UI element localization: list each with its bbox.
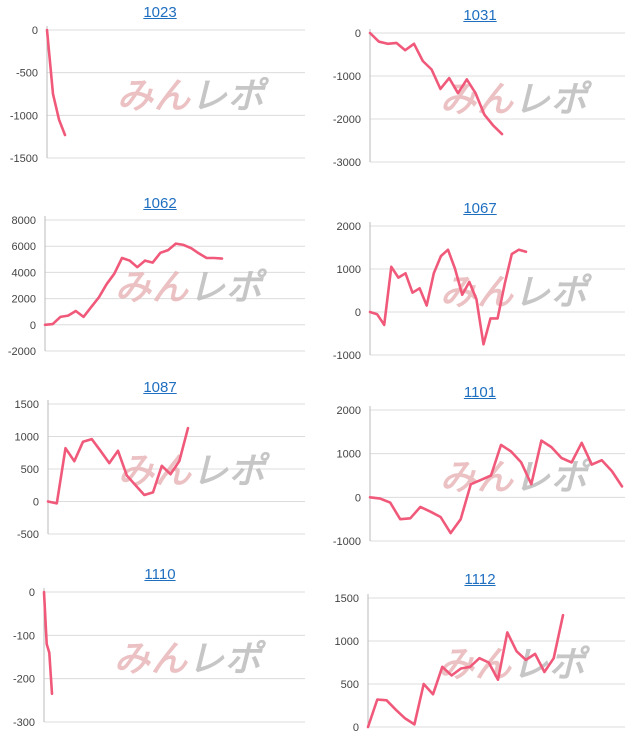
y-tick-label: -500 [17,529,39,541]
series-line [366,613,565,729]
line-chart: 8000 6000 4000 2000 0 -2000 みんレポ [8,215,305,358]
chart-title-link[interactable]: 1062 [143,195,177,212]
chart-title-link[interactable]: 1067 [463,200,497,217]
y-tick-label: 4000 [12,267,36,279]
y-tick-label: 500 [341,679,359,691]
line-chart: 2000 1000 0 -1000 みんレポ [333,405,625,548]
chart-title-link[interactable]: 1031 [463,7,497,24]
line-chart: 0 -1000 -2000 -3000 みんレポ [333,28,625,169]
y-tick-label: -2000 [8,346,36,358]
chart-title-link[interactable]: 1023 [143,4,177,21]
chart-title-link[interactable]: 1087 [143,379,177,396]
y-tick-label: 0 [355,28,361,40]
y-tick-label: -1000 [333,350,361,362]
chart-panel-1062: 1062 8000 6000 4000 2000 0 -2000 みんレポ [0,185,320,370]
y-tick-label: 1000 [15,432,39,444]
y-tick-label: 2000 [337,221,361,233]
watermark-logo: みんレポ [440,80,593,121]
series-line [368,248,528,346]
chart-panel-1101: 1101 2000 1000 0 -1000 みんレポ [320,370,640,555]
watermark-logo: みんレポ [438,645,591,686]
series-line [42,590,54,696]
y-tick-label: 2000 [337,405,361,417]
y-tick-label: -1000 [333,536,361,548]
y-tick-label: 2000 [12,294,36,306]
y-tick-label: 1500 [15,399,39,411]
watermark-logo: みんレポ [440,458,593,499]
chart-panel-1087: 1087 1500 1000 500 0 -500 みんレポ [0,370,320,555]
series-line [43,242,224,327]
y-tick-label: 500 [21,464,39,476]
y-tick-label: -1000 [10,110,38,122]
line-chart: 0 -100 -200 -300 みんレポ [13,587,305,729]
y-tick-label: -500 [16,68,38,80]
y-tick-label: 0 [355,492,361,504]
y-tick-label: 1000 [337,264,361,276]
line-chart: 0 -500 -1000 -1500 みんレポ [10,25,305,165]
watermark-logo: みんレポ [114,639,267,680]
y-tick-label: 0 [355,307,361,319]
chart-title-link[interactable]: 1101 [463,384,497,401]
y-tick-label: 0 [353,722,359,734]
line-chart: 1500 1000 500 0 みんレポ [335,593,625,734]
chart-panel-1031: 1031 0 -1000 -2000 -3000 みんレポ [320,0,640,185]
watermark-logo: みんレポ [118,451,271,492]
watermark-logo: みんレポ [115,268,268,309]
y-tick-label: 0 [30,320,36,332]
y-tick-label: 0 [33,497,39,509]
chart-title-link[interactable]: 1112 [464,571,496,588]
y-tick-label: 1000 [337,449,361,461]
chart-panel-1023: 1023 0 -500 -1000 -1500 みんレポ [0,0,320,185]
chart-panel-1067: 1067 2000 1000 0 -1000 みんレポ [320,185,640,370]
y-tick-label: 0 [32,25,38,37]
watermark-logo: みんレポ [117,76,270,117]
series-line [368,439,624,535]
y-tick-label: -3000 [333,157,361,169]
y-tick-label: -2000 [333,114,361,126]
y-tick-label: -300 [13,717,35,729]
y-tick-label: 6000 [12,241,36,253]
y-tick-label: 8000 [12,215,36,227]
y-tick-label: -1500 [10,153,38,165]
y-tick-label: 0 [29,587,35,599]
line-chart: 1500 1000 500 0 -500 みんレポ [15,399,305,541]
series-line [45,28,67,137]
y-tick-label: -100 [13,630,35,642]
y-tick-label: 1500 [335,593,359,605]
y-tick-label: 1000 [335,636,359,648]
y-tick-label: -200 [13,674,35,686]
y-tick-label: -1000 [333,71,361,83]
series-line [46,426,190,505]
chart-title-link[interactable]: 1110 [144,566,176,583]
chart-panel-1110: 1110 0 -100 -200 -300 みんレポ [0,555,320,745]
chart-panel-1112: 1112 1500 1000 500 0 みんレポ [320,555,640,745]
series-line [368,31,504,136]
